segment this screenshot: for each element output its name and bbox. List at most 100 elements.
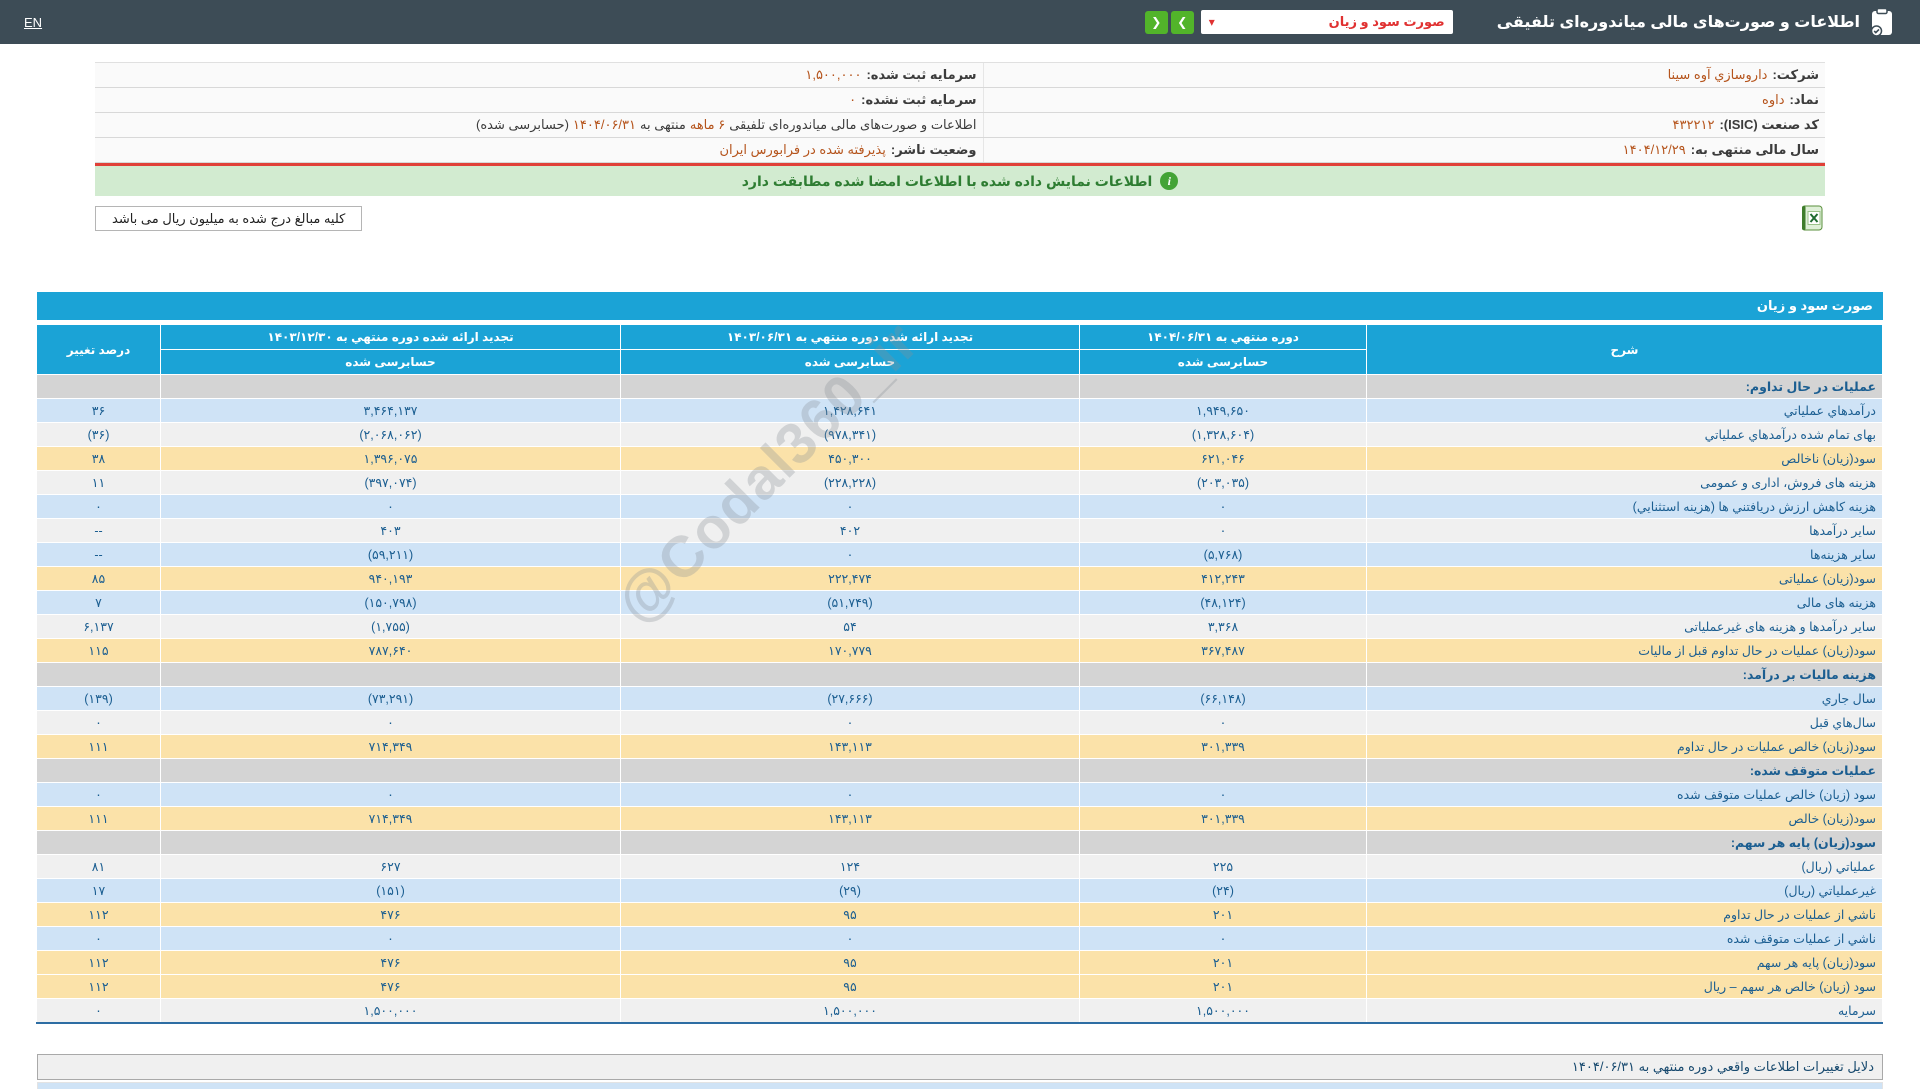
value-cell: ۱,۵۰۰,۰۰۰: [621, 999, 1080, 1023]
row-label: هزینه های فروش، اداری و عمومی: [1367, 471, 1883, 495]
value-cell: ۰: [161, 927, 621, 951]
company-info-row: شرکت: داروسازي آوه سينا سرمایه ثبت شده: …: [95, 63, 1825, 88]
company-info-row: کد صنعت (ISIC): ۴۳۲۲۱۲ اطلاعات و صورت‌ها…: [95, 113, 1825, 138]
nav-back-button[interactable]: ❮: [1145, 11, 1168, 34]
value-cell: ۰: [37, 495, 161, 519]
value-cell: ۱۱۲: [37, 975, 161, 999]
company-name-cell: شرکت: داروسازي آوه سينا: [983, 63, 1826, 87]
nav-forward-button[interactable]: ❯: [1171, 11, 1194, 34]
registered-capital-label: سرمایه ثبت شده:: [866, 67, 976, 83]
value-cell: ۰: [37, 927, 161, 951]
value-cell: ۳۰۱,۳۳۹: [1080, 735, 1367, 759]
value-cell: ۴۷۶: [161, 951, 621, 975]
table-row: غیرعملیاتي (ريال)(۲۴)(۲۹)(۱۵۱)۱۷: [37, 879, 1883, 903]
value-cell: (۵۱,۷۴۹): [621, 591, 1080, 615]
value-cell: ۴۰۳: [161, 519, 621, 543]
value-cell: ۱۱۵: [37, 639, 161, 663]
table-row: ناشي از عملیات در حال تداوم۲۰۱۹۵۴۷۶۱۱۲: [37, 903, 1883, 927]
value-cell: ۴۷۶: [161, 975, 621, 999]
value-cell: (۲۹): [621, 879, 1080, 903]
row-label: عملیات متوقف شده:: [1367, 759, 1883, 783]
row-label: سال‌هاي قبل: [1367, 711, 1883, 735]
profit-loss-table: شرح دوره منتهي به ۱۴۰۴/۰۶/۳۱ تجدید ارائه…: [36, 324, 1883, 1024]
value-cell: ۱۷: [37, 879, 161, 903]
table-row: سود (زیان) خالص عملیات متوقف شده۰۰۰۰: [37, 783, 1883, 807]
column-header-restated-yearend: تجدید ارائه شده دوره منتهي به ۱۴۰۳/۱۲/۳۰: [161, 325, 621, 350]
value-cell: [161, 759, 621, 783]
value-cell: ۴۵۰,۳۰۰: [621, 447, 1080, 471]
value-cell: ۰: [1080, 927, 1367, 951]
value-cell: [1080, 831, 1367, 855]
value-cell: ۱,۵۰۰,۰۰۰: [1080, 999, 1367, 1023]
value-cell: ۰: [621, 927, 1080, 951]
issuer-status-cell: وضعیت ناشر: پذیرفته شده در فرابورس ایران: [95, 138, 982, 162]
isic-cell: کد صنعت (ISIC): ۴۳۲۲۱۲: [983, 113, 1826, 137]
amounts-unit-note: کلیه مبالغ درج شده به میلیون ریال می باش…: [95, 206, 362, 231]
clipboard-report-icon: [1870, 7, 1894, 37]
topbar-right-group: اطلاعات و صورت‌های مالی میاندوره‌ای تلفی…: [1145, 7, 1894, 37]
table-row: سود(زیان) پایه هر سهم۲۰۱۹۵۴۷۶۱۱۲: [37, 951, 1883, 975]
top-header-bar: اطلاعات و صورت‌های مالی میاندوره‌ای تلفی…: [0, 0, 1920, 44]
value-cell: ۷۸۷,۶۴۰: [161, 639, 621, 663]
value-cell: (۲۷,۶۶۶): [621, 687, 1080, 711]
audited-subheader: حسابرسی شده: [621, 350, 1080, 375]
table-row: سود(زیان) خالص۳۰۱,۳۳۹۱۴۳,۱۱۳۷۱۴,۳۴۹۱۱۱: [37, 807, 1883, 831]
value-cell: ۳۶۷,۴۸۷: [1080, 639, 1367, 663]
row-label: سایر درآمدها: [1367, 519, 1883, 543]
column-header-change-percent: درصد تغییر: [37, 325, 161, 375]
table-row: درآمدهاي عملياتي۱,۹۴۹,۶۵۰۱,۴۲۸,۶۴۱۳,۴۶۴,…: [37, 399, 1883, 423]
value-cell: ۷: [37, 591, 161, 615]
value-cell: ۸۵: [37, 567, 161, 591]
value-cell: ۰: [1080, 519, 1367, 543]
report-period-suffix: (حسابرسی شده): [476, 117, 569, 133]
audited-subheader: حسابرسی شده: [161, 350, 621, 375]
value-cell: ۰: [1080, 783, 1367, 807]
value-cell: ۶۲۱,۰۴۶: [1080, 447, 1367, 471]
row-label: سود (زیان) خالص هر سهم – ریال: [1367, 975, 1883, 999]
value-cell: (۲,۰۶۸,۰۶۲): [161, 423, 621, 447]
value-cell: ۶,۱۳۷: [37, 615, 161, 639]
value-cell: [621, 759, 1080, 783]
row-label: سرمایه: [1367, 999, 1883, 1023]
value-cell: ۱,۴۲۸,۶۴۱: [621, 399, 1080, 423]
value-cell: ۰: [621, 711, 1080, 735]
value-cell: ۲۰۱: [1080, 903, 1367, 927]
cutoff-row: [37, 1082, 1883, 1089]
value-cell: --: [37, 519, 161, 543]
table-header: شرح دوره منتهي به ۱۴۰۴/۰۶/۳۱ تجدید ارائه…: [37, 325, 1883, 375]
value-cell: ۷۱۴,۳۴۹: [161, 807, 621, 831]
row-label: عملیات در حال تداوم:: [1367, 375, 1883, 399]
value-cell: ۴۱۲,۲۴۳: [1080, 567, 1367, 591]
table-row: سایر درآمدها۰۴۰۲۴۰۳--: [37, 519, 1883, 543]
value-cell: ۹۴۰,۱۹۳: [161, 567, 621, 591]
table-row: ناشي از عملیات متوقف شده۰۰۰۰: [37, 927, 1883, 951]
value-cell: ۲۲۵: [1080, 855, 1367, 879]
unregistered-capital-cell: سرمایه ثبت نشده: ۰: [95, 88, 982, 112]
language-toggle-en[interactable]: EN: [24, 15, 42, 30]
table-title-bar: صورت سود و زیان: [37, 292, 1883, 320]
value-cell: ۱۱۲: [37, 951, 161, 975]
table-row: سود(زیان) عملیاتی۴۱۲,۲۴۳۲۲۲,۴۷۴۹۴۰,۱۹۳۸۵: [37, 567, 1883, 591]
value-cell: ۲۲۲,۴۷۴: [621, 567, 1080, 591]
value-cell: --: [37, 543, 161, 567]
changes-reasons-header: دلایل تغییرات اطلاعات واقعي دوره منتهي ب…: [37, 1054, 1883, 1080]
row-label: ناشي از عملیات در حال تداوم: [1367, 903, 1883, 927]
table-row: سود(زیان) عملیات در حال تداوم قبل از مال…: [37, 639, 1883, 663]
table-row: بهای تمام شده درآمدهاي عملياتي(۱,۳۲۸,۶۰۴…: [37, 423, 1883, 447]
row-label: سود(زیان) پایه هر سهم: [1367, 951, 1883, 975]
value-cell: (۵,۷۶۸): [1080, 543, 1367, 567]
row-label: هزینه مالیات بر درآمد:: [1367, 663, 1883, 687]
signature-match-banner: i اطلاعات نمایش داده شده با اطلاعات امضا…: [95, 166, 1825, 196]
statement-select-dropdown[interactable]: صورت سود و زیان ▾: [1201, 10, 1453, 34]
chevron-down-icon: ▾: [1209, 16, 1215, 28]
excel-export-icon[interactable]: [1799, 204, 1825, 232]
isic-value: ۴۳۲۲۱۲: [1673, 117, 1715, 133]
section-row: عملیات متوقف شده:: [37, 759, 1883, 783]
value-cell: ۳,۴۶۴,۱۳۷: [161, 399, 621, 423]
unregistered-capital-value: ۰: [849, 92, 856, 108]
company-name-label: شرکت:: [1772, 67, 1819, 83]
value-cell: (۱,۳۲۸,۶۰۴): [1080, 423, 1367, 447]
info-icon: i: [1160, 172, 1178, 190]
value-cell: ۳,۳۶۸: [1080, 615, 1367, 639]
signature-match-text: اطلاعات نمایش داده شده با اطلاعات امضا ش…: [742, 173, 1153, 190]
